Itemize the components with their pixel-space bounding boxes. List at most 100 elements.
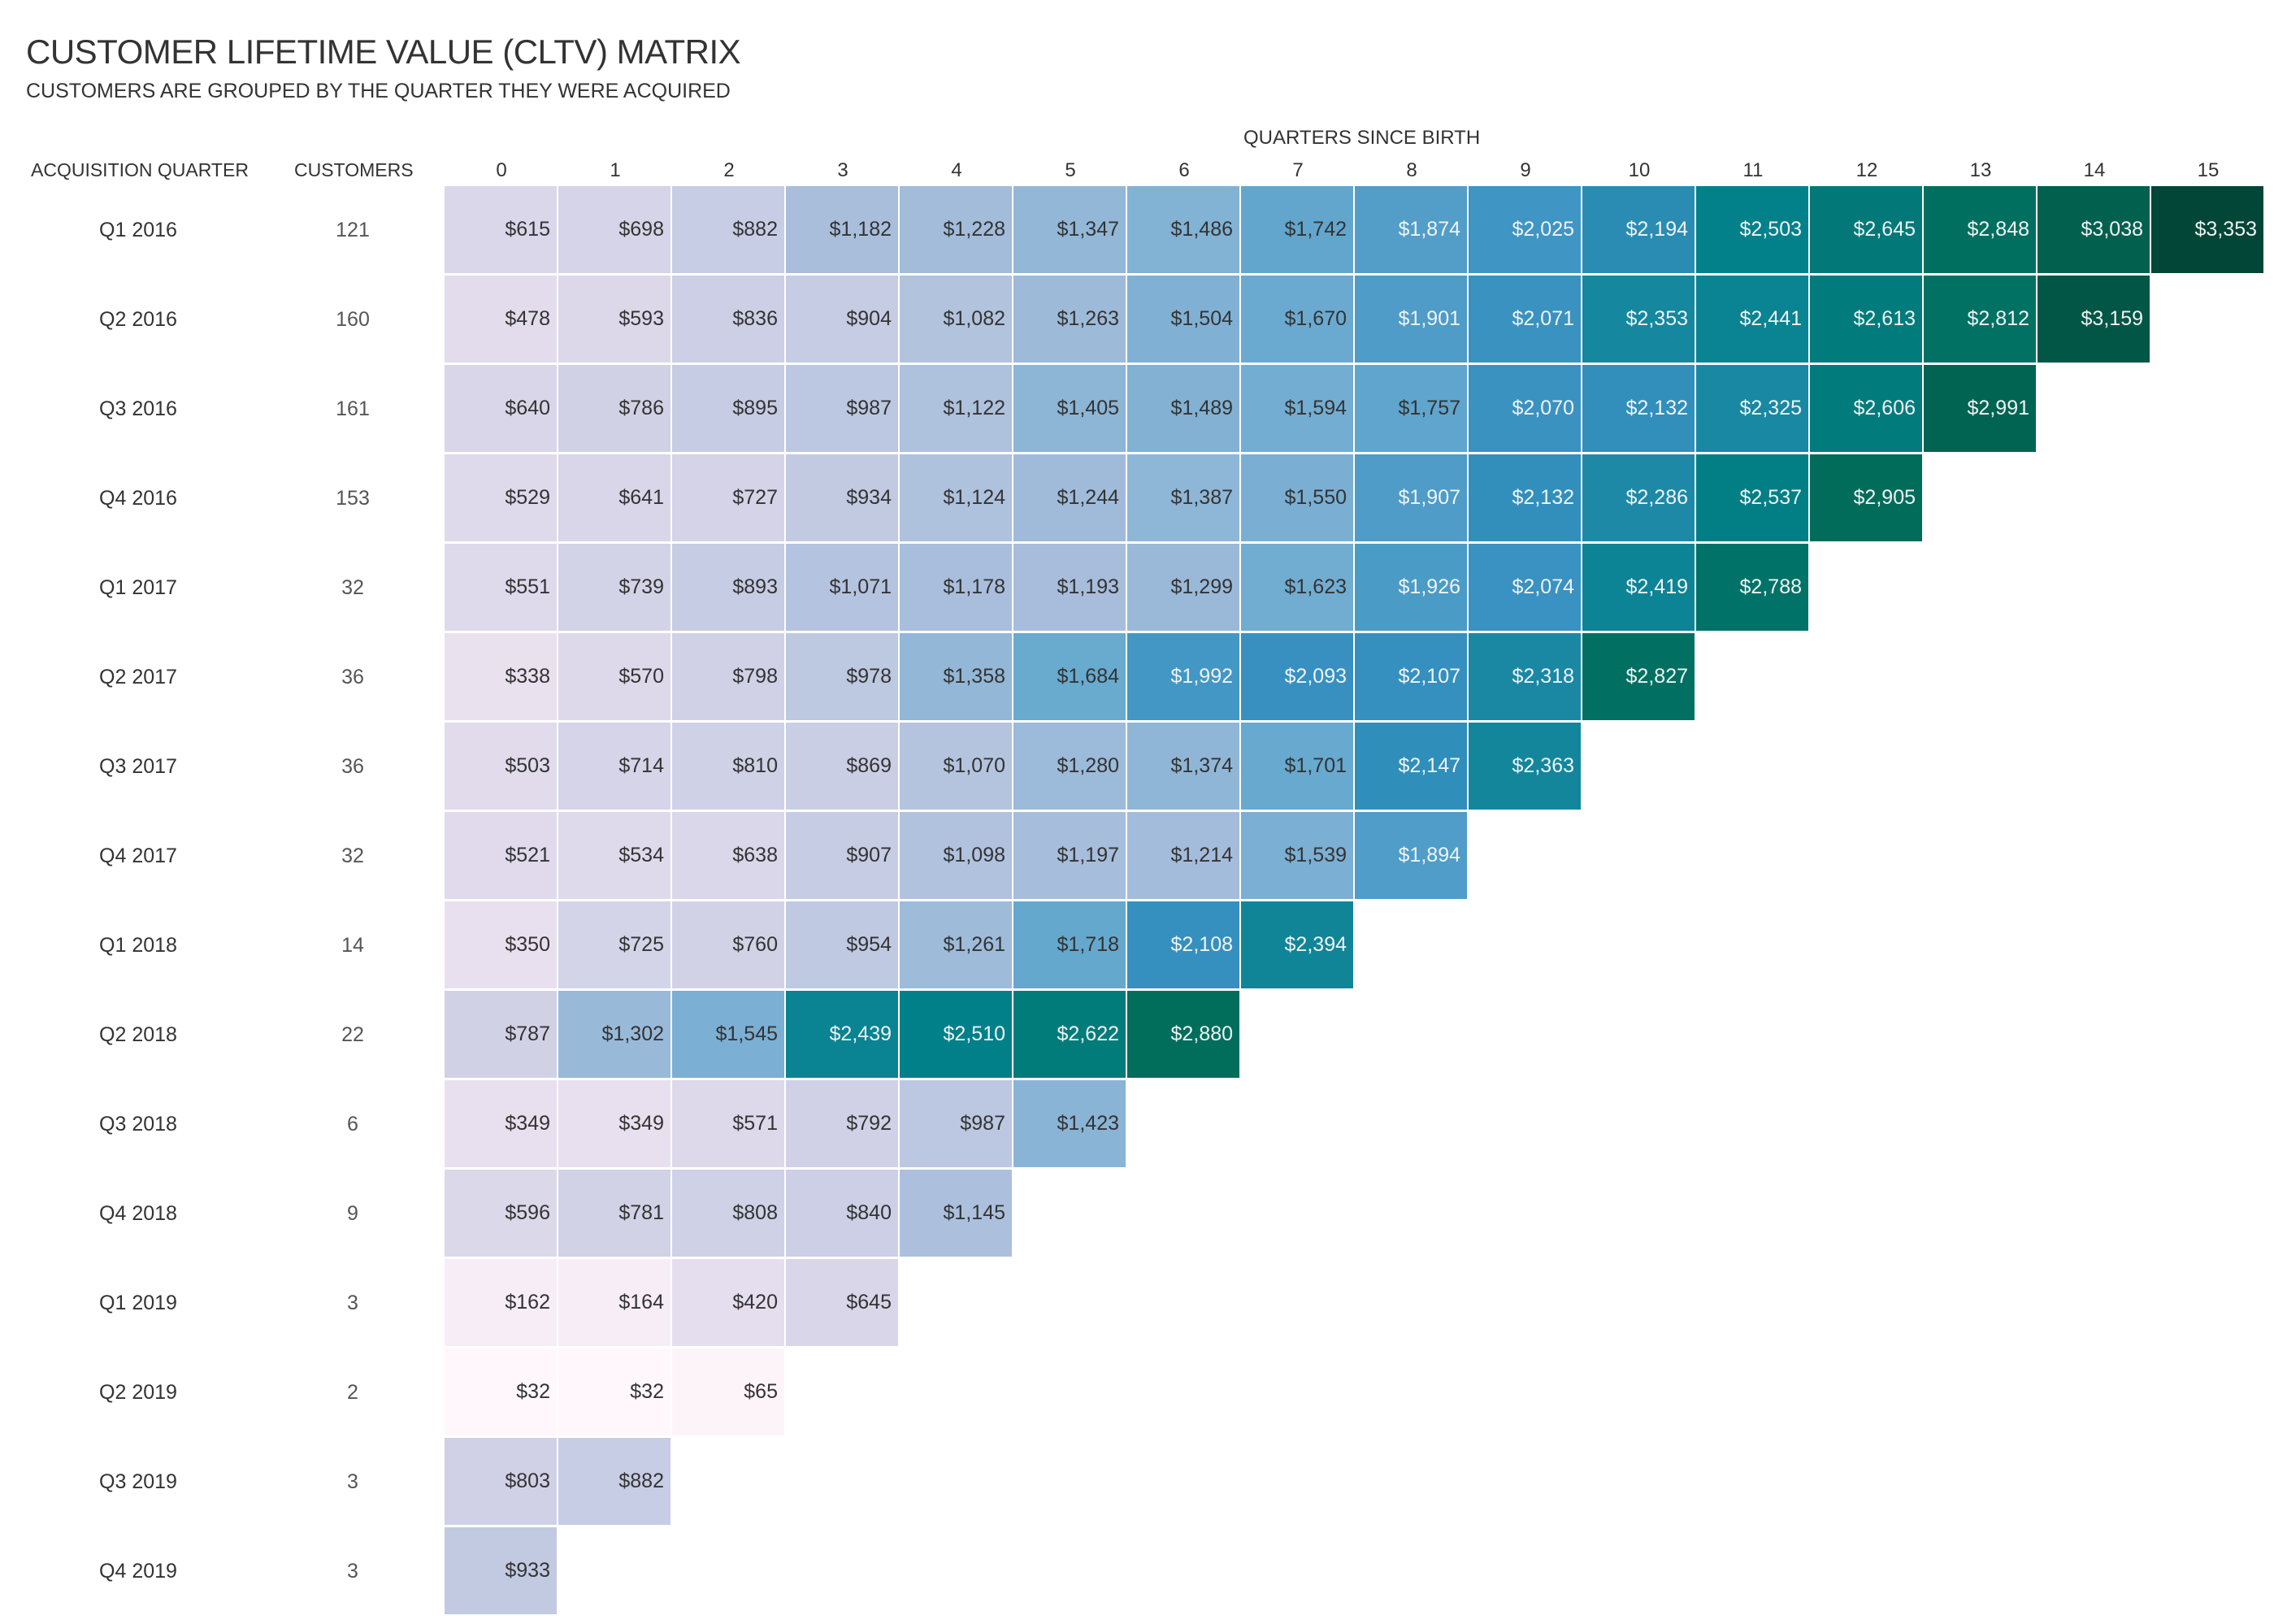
matrix-cell: $1,299 bbox=[1127, 544, 1241, 633]
matrix-cell: $882 bbox=[558, 1438, 672, 1527]
matrix-cell: $1,124 bbox=[900, 454, 1013, 544]
matrix-cell: $2,645 bbox=[1810, 186, 1924, 276]
customer-count: 14 bbox=[341, 934, 364, 957]
row-header-customers: CUSTOMERS bbox=[294, 159, 414, 180]
customer-count: 32 bbox=[341, 576, 364, 599]
column-header: 1 bbox=[610, 159, 621, 181]
matrix-cell: $1,244 bbox=[1013, 454, 1127, 544]
matrix-cell: $571 bbox=[672, 1080, 786, 1170]
column-header: 15 bbox=[2197, 159, 2220, 181]
matrix-cell: $1,545 bbox=[672, 991, 786, 1080]
column-header: 5 bbox=[1065, 159, 1076, 181]
matrix-cell: $2,025 bbox=[1469, 186, 1582, 276]
matrix-cell: $1,347 bbox=[1013, 186, 1127, 276]
matrix-cell: $1,907 bbox=[1355, 454, 1469, 544]
customer-count: 121 bbox=[336, 219, 370, 241]
row-label: Q3 2019 bbox=[99, 1470, 177, 1493]
matrix-cell: $907 bbox=[786, 812, 900, 901]
row-label: Q1 2018 bbox=[99, 934, 177, 957]
matrix-cell: $1,504 bbox=[1127, 276, 1241, 365]
matrix-cell: $1,228 bbox=[900, 186, 1013, 276]
matrix-cell: $2,510 bbox=[900, 991, 1013, 1080]
matrix-cell: $739 bbox=[558, 544, 672, 633]
matrix-cell: $2,132 bbox=[1469, 454, 1582, 544]
matrix-cell: $1,122 bbox=[900, 365, 1013, 454]
matrix-cell: $2,606 bbox=[1810, 365, 1924, 454]
matrix-cell: $2,503 bbox=[1696, 186, 1810, 276]
matrix-cell: $503 bbox=[445, 723, 558, 812]
matrix-cell: $2,788 bbox=[1696, 544, 1810, 633]
matrix-cell: $987 bbox=[900, 1080, 1013, 1170]
matrix-cell: $1,261 bbox=[900, 901, 1013, 991]
row-label: Q2 2019 bbox=[99, 1381, 177, 1404]
matrix-cell: $534 bbox=[558, 812, 672, 901]
matrix-cell: $641 bbox=[558, 454, 672, 544]
customer-count: 2 bbox=[347, 1381, 358, 1404]
matrix-cell: $1,193 bbox=[1013, 544, 1127, 633]
matrix-cell: $1,070 bbox=[900, 723, 1013, 812]
customer-count: 6 bbox=[347, 1113, 358, 1135]
matrix-cell: $869 bbox=[786, 723, 900, 812]
matrix-cell: $1,082 bbox=[900, 276, 1013, 365]
matrix-cell: $2,071 bbox=[1469, 276, 1582, 365]
matrix-cell: $1,623 bbox=[1241, 544, 1355, 633]
matrix-cell: $1,894 bbox=[1355, 812, 1469, 901]
matrix-cell: $987 bbox=[786, 365, 900, 454]
matrix-cell: $725 bbox=[558, 901, 672, 991]
row-label: Q3 2017 bbox=[99, 755, 177, 778]
matrix-cell: $1,178 bbox=[900, 544, 1013, 633]
matrix-cell: $808 bbox=[672, 1170, 786, 1259]
customer-count: 161 bbox=[336, 397, 370, 420]
matrix-cell: $1,742 bbox=[1241, 186, 1355, 276]
matrix-cell: $640 bbox=[445, 365, 558, 454]
matrix-cell: $781 bbox=[558, 1170, 672, 1259]
matrix-cell: $349 bbox=[558, 1080, 672, 1170]
column-header: 6 bbox=[1178, 159, 1190, 181]
matrix-cell: $1,486 bbox=[1127, 186, 1241, 276]
matrix-cell: $2,905 bbox=[1810, 454, 1924, 544]
matrix-cell: $2,318 bbox=[1469, 633, 1582, 723]
matrix-cell: $521 bbox=[445, 812, 558, 901]
matrix-cell: $803 bbox=[445, 1438, 558, 1527]
matrix-cell: $1,405 bbox=[1013, 365, 1127, 454]
matrix-cell: $593 bbox=[558, 276, 672, 365]
customer-count: 22 bbox=[341, 1023, 364, 1046]
matrix-cell: $1,214 bbox=[1127, 812, 1241, 901]
customer-count: 36 bbox=[341, 666, 364, 688]
matrix-cell: $2,991 bbox=[1924, 365, 2037, 454]
matrix-cell: $978 bbox=[786, 633, 900, 723]
matrix-cell: $2,353 bbox=[1582, 276, 1696, 365]
matrix-cell: $615 bbox=[445, 186, 558, 276]
row-label: Q1 2019 bbox=[99, 1292, 177, 1314]
matrix-cell: $529 bbox=[445, 454, 558, 544]
matrix-cell: $2,439 bbox=[786, 991, 900, 1080]
matrix-cell: $2,812 bbox=[1924, 276, 2037, 365]
matrix-cell: $882 bbox=[672, 186, 786, 276]
matrix-cell: $2,880 bbox=[1127, 991, 1241, 1080]
matrix-cell: $895 bbox=[672, 365, 786, 454]
matrix-cell: $2,537 bbox=[1696, 454, 1810, 544]
matrix-cell: $1,387 bbox=[1127, 454, 1241, 544]
column-header: 0 bbox=[496, 159, 507, 181]
customer-count: 36 bbox=[341, 755, 364, 778]
matrix-cell: $2,147 bbox=[1355, 723, 1469, 812]
matrix-cell: $3,353 bbox=[2151, 186, 2265, 276]
row-header-acquisition-quarter: ACQUISITION QUARTER bbox=[31, 159, 249, 180]
matrix-cell: $934 bbox=[786, 454, 900, 544]
matrix-cell: $810 bbox=[672, 723, 786, 812]
matrix-cell: $2,093 bbox=[1241, 633, 1355, 723]
matrix-cell: $1,374 bbox=[1127, 723, 1241, 812]
matrix-cell: $2,363 bbox=[1469, 723, 1582, 812]
matrix-cell: $1,550 bbox=[1241, 454, 1355, 544]
matrix-cell: $1,757 bbox=[1355, 365, 1469, 454]
column-header: 9 bbox=[1520, 159, 1531, 181]
matrix-cell: $65 bbox=[672, 1348, 786, 1438]
row-label: Q1 2017 bbox=[99, 576, 177, 599]
matrix-cell: $2,394 bbox=[1241, 901, 1355, 991]
customer-count: 3 bbox=[347, 1560, 358, 1583]
matrix-cell: $1,145 bbox=[900, 1170, 1013, 1259]
row-label: Q3 2016 bbox=[99, 397, 177, 420]
matrix-cell: $714 bbox=[558, 723, 672, 812]
matrix-cell: $954 bbox=[786, 901, 900, 991]
customer-count: 160 bbox=[336, 308, 370, 331]
